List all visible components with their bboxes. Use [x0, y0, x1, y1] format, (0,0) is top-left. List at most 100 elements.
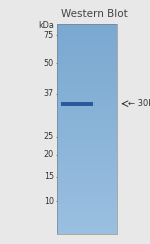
Bar — [57, 146, 117, 147]
Bar — [57, 62, 117, 63]
Bar — [57, 217, 117, 219]
Bar — [57, 168, 117, 169]
Bar — [57, 116, 117, 117]
Bar — [57, 194, 117, 195]
Bar — [57, 188, 117, 189]
Bar — [57, 193, 117, 194]
Text: 15: 15 — [44, 173, 54, 181]
Bar — [57, 159, 117, 160]
Bar — [57, 66, 117, 67]
Bar — [57, 222, 117, 223]
Bar — [57, 196, 117, 198]
Bar — [57, 115, 117, 116]
Bar — [57, 108, 117, 109]
Bar — [57, 24, 117, 234]
Bar — [57, 56, 117, 57]
Text: ← 30kDa: ← 30kDa — [128, 99, 150, 108]
Bar — [57, 33, 117, 34]
Bar — [57, 48, 117, 49]
Bar — [57, 65, 117, 66]
Bar — [57, 207, 117, 208]
Bar — [57, 37, 117, 38]
Bar — [57, 184, 117, 185]
Bar — [57, 96, 117, 97]
Bar — [57, 177, 117, 178]
Bar — [57, 83, 117, 84]
Bar — [57, 32, 117, 33]
Bar — [57, 109, 117, 111]
Bar — [57, 179, 117, 180]
Bar — [57, 153, 117, 154]
Bar — [57, 203, 117, 204]
Bar — [57, 35, 117, 36]
Bar — [57, 211, 117, 212]
Bar — [57, 107, 117, 108]
Bar — [57, 120, 117, 121]
Bar — [57, 30, 117, 31]
Bar — [57, 206, 117, 207]
Bar — [57, 231, 117, 232]
Bar — [57, 97, 117, 98]
Bar — [57, 208, 117, 209]
Bar — [57, 98, 117, 99]
Bar — [57, 225, 117, 226]
Bar — [57, 192, 117, 193]
Bar — [57, 94, 117, 95]
Bar — [57, 55, 117, 56]
Bar — [57, 144, 117, 145]
Bar — [57, 103, 117, 104]
Bar — [57, 150, 117, 151]
Text: 50: 50 — [44, 59, 54, 68]
Bar — [57, 41, 117, 42]
Bar — [57, 151, 117, 152]
Bar — [57, 104, 117, 105]
Bar — [57, 232, 117, 233]
Bar — [57, 90, 117, 91]
Text: 20: 20 — [44, 151, 54, 159]
Bar — [57, 78, 117, 79]
Bar — [57, 143, 117, 144]
Bar — [57, 72, 117, 73]
Bar — [57, 175, 117, 177]
Bar — [57, 139, 117, 140]
Bar — [57, 99, 117, 100]
Bar — [57, 128, 117, 129]
Bar — [57, 49, 117, 50]
Bar — [57, 95, 117, 96]
Bar — [57, 157, 117, 158]
Bar — [61, 102, 93, 106]
Bar — [57, 169, 117, 170]
Bar — [57, 227, 117, 228]
Bar — [57, 190, 117, 191]
Bar — [57, 174, 117, 175]
Bar — [57, 24, 117, 25]
Bar — [57, 84, 117, 85]
Bar — [57, 25, 117, 27]
Bar — [57, 88, 117, 90]
Bar — [57, 54, 117, 55]
Bar — [57, 135, 117, 136]
Bar — [57, 57, 117, 58]
Bar — [57, 119, 117, 120]
Bar — [57, 187, 117, 188]
Bar — [57, 195, 117, 196]
Bar — [57, 145, 117, 146]
Bar — [57, 228, 117, 229]
Bar — [57, 44, 117, 45]
Bar — [57, 86, 117, 87]
Bar — [57, 121, 117, 122]
Bar — [57, 58, 117, 59]
Bar — [57, 112, 117, 113]
Bar — [57, 180, 117, 181]
Bar — [57, 130, 117, 132]
Bar — [57, 60, 117, 61]
Bar — [57, 163, 117, 164]
Bar — [57, 100, 117, 101]
Bar — [57, 118, 117, 119]
Bar — [57, 28, 117, 29]
Bar — [57, 186, 117, 187]
Bar — [57, 181, 117, 182]
Bar — [57, 137, 117, 138]
Bar — [57, 216, 117, 217]
Bar — [57, 200, 117, 201]
